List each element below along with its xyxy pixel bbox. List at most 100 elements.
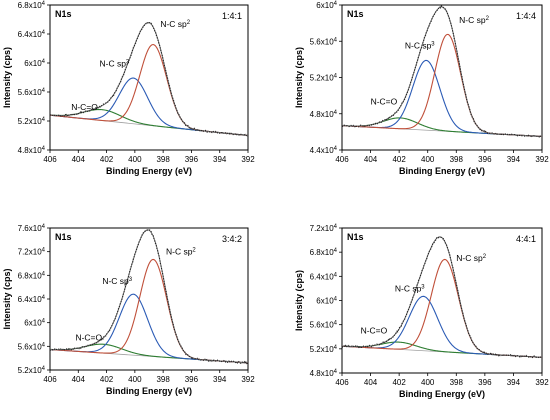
x-tick-label: 394 xyxy=(213,155,227,164)
x-axis-title: Binding Energy (eV) xyxy=(106,166,192,176)
y-tick-label: 4.8x104 xyxy=(310,369,338,378)
y-tick-label: 6.4x104 xyxy=(310,272,338,281)
peak-annotation: N-C=O xyxy=(371,97,398,107)
raw-data-curve xyxy=(342,236,542,359)
ratio-label: 1:4:1 xyxy=(222,11,242,21)
panel-2: 406 404 402 400 398 396 394 3924.4x1044.8x1045.… xyxy=(294,1,549,176)
peak-annotation-base: N-C sp xyxy=(102,276,129,286)
y-tick-label-base: 5.6x10 xyxy=(18,88,43,97)
y-tick-label-sup: 4 xyxy=(334,248,338,254)
x-tick-label: 396 xyxy=(478,378,492,387)
peak-annotation-base: N-C=O xyxy=(361,326,388,336)
curves xyxy=(50,229,248,365)
y-axis-title: Intensity (cps) xyxy=(294,270,304,331)
y-tick-label: 6x104 xyxy=(24,319,45,328)
y-tick-label-sup: 4 xyxy=(42,30,46,36)
y-axis-title: Intensity (cps) xyxy=(294,47,304,108)
y-tick-label: 6.4x104 xyxy=(18,295,46,304)
x-tick-label: 400 xyxy=(128,375,142,384)
x-tick-label: 402 xyxy=(392,155,406,164)
y-tick-label-sup: 4 xyxy=(334,272,338,278)
y-tick-label-sup: 4 xyxy=(42,271,46,277)
y-tick-label-base: 5.2x10 xyxy=(18,117,43,126)
y-tick-label-base: 6.8x10 xyxy=(18,1,43,10)
peak-n-c-sp2 xyxy=(342,33,542,137)
y-tick-label-sup: 4 xyxy=(334,1,338,7)
panel-1: 406 404 402 400 398 396 394 3924.8x1045.2x1045.… xyxy=(2,1,255,176)
x-axis-title: Binding Energy (eV) xyxy=(399,166,485,176)
y-tick-label-base: 5.2x10 xyxy=(310,74,335,83)
panel-title: N1s xyxy=(55,232,72,242)
y-tick-label-sup: 4 xyxy=(42,342,46,348)
y-tick-label-base: 4.8x10 xyxy=(18,146,43,155)
peak-annotation: N-C sp3 xyxy=(395,283,425,293)
curves xyxy=(50,21,248,137)
y-tick-label-sup: 4 xyxy=(334,146,338,152)
y-tick-label-sup: 4 xyxy=(42,88,46,94)
peak-annotation: N-C=O xyxy=(71,102,98,112)
x-tick-label: 394 xyxy=(213,375,227,384)
peak-annotation-sup: 3 xyxy=(431,42,435,48)
y-axis-title: Intensity (cps) xyxy=(2,268,12,329)
x-tick-label: 396 xyxy=(478,155,492,164)
x-tick-label: 400 xyxy=(421,378,435,387)
y-tick-label: 5.6x104 xyxy=(310,37,338,46)
y-tick-label-sup: 4 xyxy=(42,117,46,123)
x-tick-label: 406 xyxy=(43,375,57,384)
y-tick-label: 5.2x104 xyxy=(18,117,46,126)
y-tick-label-sup: 4 xyxy=(334,345,338,351)
peak-annotation: N-C sp3 xyxy=(102,276,132,286)
x-tick-label: 394 xyxy=(507,155,521,164)
y-tick-label-base: 6.4x10 xyxy=(18,295,43,304)
y-tick-label: 5.6x104 xyxy=(18,342,46,351)
peak-annotation-base: N-C sp xyxy=(100,59,127,69)
y-tick-label-sup: 4 xyxy=(42,366,46,372)
ratio-label: 4:4:1 xyxy=(516,234,536,244)
peak-annotation-sup: 3 xyxy=(129,277,133,283)
y-tick-label-sup: 4 xyxy=(334,321,338,327)
x-tick-label: 394 xyxy=(507,378,521,387)
x-tick-label: 400 xyxy=(421,155,435,164)
x-tick-label: 398 xyxy=(450,155,464,164)
x-tick-label: 398 xyxy=(450,378,464,387)
y-tick-label: 5.6x104 xyxy=(310,321,338,330)
y-tick-label-base: 5.2x10 xyxy=(310,345,335,354)
peak-annotation-sup: 3 xyxy=(126,60,130,66)
peak-annotation-base: N-C sp xyxy=(160,19,187,29)
peak-annotation: N-C sp2 xyxy=(160,19,190,29)
peak-annotation: N-C=O xyxy=(75,332,102,342)
y-tick-label: 4.4x104 xyxy=(310,146,338,155)
plot-frame xyxy=(49,4,249,151)
x-tick-label: 402 xyxy=(100,155,114,164)
ratio-label: 1:4:4 xyxy=(516,11,536,21)
peak-annotation-base: N-C=O xyxy=(371,97,398,107)
raw-data-curve xyxy=(50,229,248,365)
peak-n-c-sp2 xyxy=(342,258,542,358)
y-tick-label-sup: 4 xyxy=(42,295,46,301)
y-tick-label-base: 4.8x10 xyxy=(310,369,335,378)
y-tick-label-sup: 4 xyxy=(334,110,338,116)
x-tick-label: 406 xyxy=(43,155,57,164)
x-axis-title: Binding Energy (eV) xyxy=(399,389,485,399)
y-tick-label-sup: 4 xyxy=(42,248,46,254)
panel-title: N1s xyxy=(347,232,364,242)
x-tick-label: 392 xyxy=(535,378,549,387)
y-tick-label-sup: 4 xyxy=(42,1,46,7)
y-tick-label: 5.2x104 xyxy=(310,74,338,83)
peak-annotation-base: N-C sp xyxy=(456,253,483,263)
x-tick-label: 398 xyxy=(156,375,170,384)
peak-annotation: N-C sp2 xyxy=(456,253,486,263)
peak-annotation-base: N-C sp xyxy=(166,247,193,257)
panel-title: N1s xyxy=(55,9,72,19)
x-tick-label: 398 xyxy=(156,155,170,164)
y-tick-label-base: 6.4x10 xyxy=(18,30,43,39)
x-tick-label: 404 xyxy=(72,375,86,384)
curves xyxy=(342,236,542,359)
y-tick-label-base: 6.8x10 xyxy=(310,248,335,257)
y-axis-title: Intensity (cps) xyxy=(2,47,12,108)
y-tick-label-base: 6.8x10 xyxy=(18,271,43,280)
y-tick-label-base: 6.4x10 xyxy=(310,272,335,281)
x-tick-label: 400 xyxy=(128,155,142,164)
y-tick-label-base: 7.6x10 xyxy=(18,224,43,233)
y-tick-label-base: 6x10 xyxy=(316,297,334,306)
